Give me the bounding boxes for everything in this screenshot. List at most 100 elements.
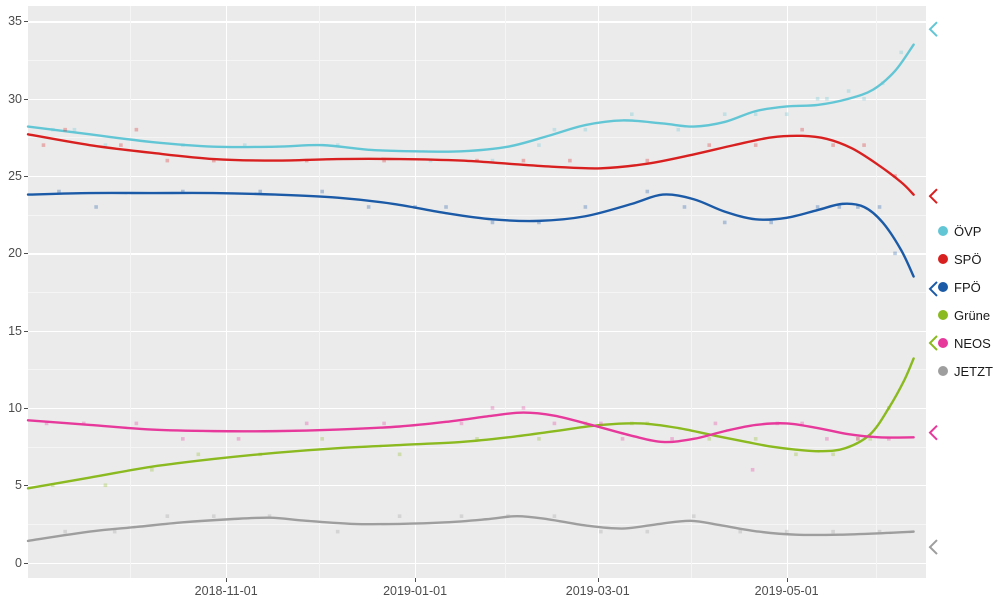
- data-point: [553, 514, 557, 518]
- data-point: [553, 128, 557, 132]
- data-point: [320, 190, 324, 194]
- legend-swatch-icon: [938, 282, 948, 292]
- data-point: [831, 530, 835, 534]
- data-point: [460, 422, 464, 426]
- data-point: [94, 205, 98, 209]
- data-point: [212, 514, 216, 518]
- data-point: [367, 205, 371, 209]
- data-point: [305, 422, 309, 426]
- data-point: [135, 422, 139, 426]
- data-point: [862, 97, 866, 101]
- data-point: [113, 530, 117, 534]
- data-point: [181, 437, 185, 441]
- end-marker-icon: [930, 282, 937, 296]
- data-point: [104, 483, 108, 487]
- legend: ÖVP SPÖ FPÖ Grüne NEOS JETZT: [938, 220, 993, 388]
- series-line-JETZT: [28, 516, 914, 541]
- data-point: [135, 128, 139, 132]
- data-point: [754, 112, 758, 116]
- legend-item: SPÖ: [938, 248, 993, 270]
- data-point: [862, 143, 866, 147]
- data-point: [670, 437, 674, 441]
- data-point: [522, 406, 526, 410]
- data-point: [42, 143, 46, 147]
- data-point: [599, 530, 603, 534]
- data-point: [491, 406, 495, 410]
- data-point: [150, 468, 154, 472]
- data-point: [831, 453, 835, 457]
- data-point: [336, 530, 340, 534]
- data-point: [878, 205, 882, 209]
- data-point: [754, 143, 758, 147]
- data-point: [398, 453, 402, 457]
- legend-swatch-icon: [938, 226, 948, 236]
- data-point: [63, 128, 67, 132]
- data-point: [825, 97, 829, 101]
- end-marker-icon: [930, 426, 937, 440]
- end-marker-icon: [930, 22, 937, 36]
- legend-item: FPÖ: [938, 276, 993, 298]
- data-point: [707, 437, 711, 441]
- legend-label: NEOS: [954, 336, 991, 351]
- data-point: [166, 514, 170, 518]
- legend-swatch-icon: [938, 366, 948, 376]
- end-marker-icon: [930, 540, 937, 554]
- series-line-FPÖ: [28, 193, 914, 277]
- data-point: [584, 205, 588, 209]
- data-point: [197, 453, 201, 457]
- data-point: [398, 514, 402, 518]
- data-point: [899, 51, 903, 55]
- legend-item: ÖVP: [938, 220, 993, 242]
- data-point: [444, 205, 448, 209]
- data-point: [237, 437, 241, 441]
- data-point: [825, 437, 829, 441]
- data-point: [537, 143, 541, 147]
- legend-label: FPÖ: [954, 280, 981, 295]
- data-point: [63, 530, 67, 534]
- data-point: [751, 468, 755, 472]
- series-line-NEOS: [28, 413, 914, 442]
- chart-container: 05101520253035 2018-11-012019-01-012019-…: [0, 0, 1000, 600]
- legend-label: Grüne: [954, 308, 990, 323]
- legend-item: NEOS: [938, 332, 993, 354]
- data-point: [568, 159, 572, 163]
- data-point: [794, 453, 798, 457]
- plot-svg: [0, 0, 1000, 600]
- data-point: [522, 159, 526, 163]
- data-point: [73, 128, 77, 132]
- data-point: [816, 97, 820, 101]
- data-point: [676, 128, 680, 132]
- data-point: [769, 221, 773, 225]
- legend-item: Grüne: [938, 304, 993, 326]
- data-point: [258, 190, 262, 194]
- legend-item: JETZT: [938, 360, 993, 382]
- legend-label: JETZT: [954, 364, 993, 379]
- data-point: [599, 422, 603, 426]
- data-point: [683, 205, 687, 209]
- data-point: [646, 159, 650, 163]
- data-point: [831, 143, 835, 147]
- data-point: [893, 252, 897, 256]
- legend-swatch-icon: [938, 254, 948, 264]
- data-point: [785, 530, 789, 534]
- legend-swatch-icon: [938, 310, 948, 320]
- data-point: [714, 422, 718, 426]
- data-point: [320, 437, 324, 441]
- data-point: [754, 437, 758, 441]
- data-point: [723, 112, 727, 116]
- data-point: [584, 128, 588, 132]
- data-point: [621, 437, 625, 441]
- data-point: [630, 112, 634, 116]
- data-point: [382, 422, 386, 426]
- legend-label: SPÖ: [954, 252, 981, 267]
- end-marker-icon: [930, 189, 937, 203]
- data-point: [738, 530, 742, 534]
- data-point: [537, 437, 541, 441]
- data-point: [646, 190, 650, 194]
- data-point: [785, 112, 789, 116]
- legend-label: ÖVP: [954, 224, 981, 239]
- data-point: [723, 221, 727, 225]
- legend-swatch-icon: [938, 338, 948, 348]
- data-point: [166, 159, 170, 163]
- data-point: [692, 514, 696, 518]
